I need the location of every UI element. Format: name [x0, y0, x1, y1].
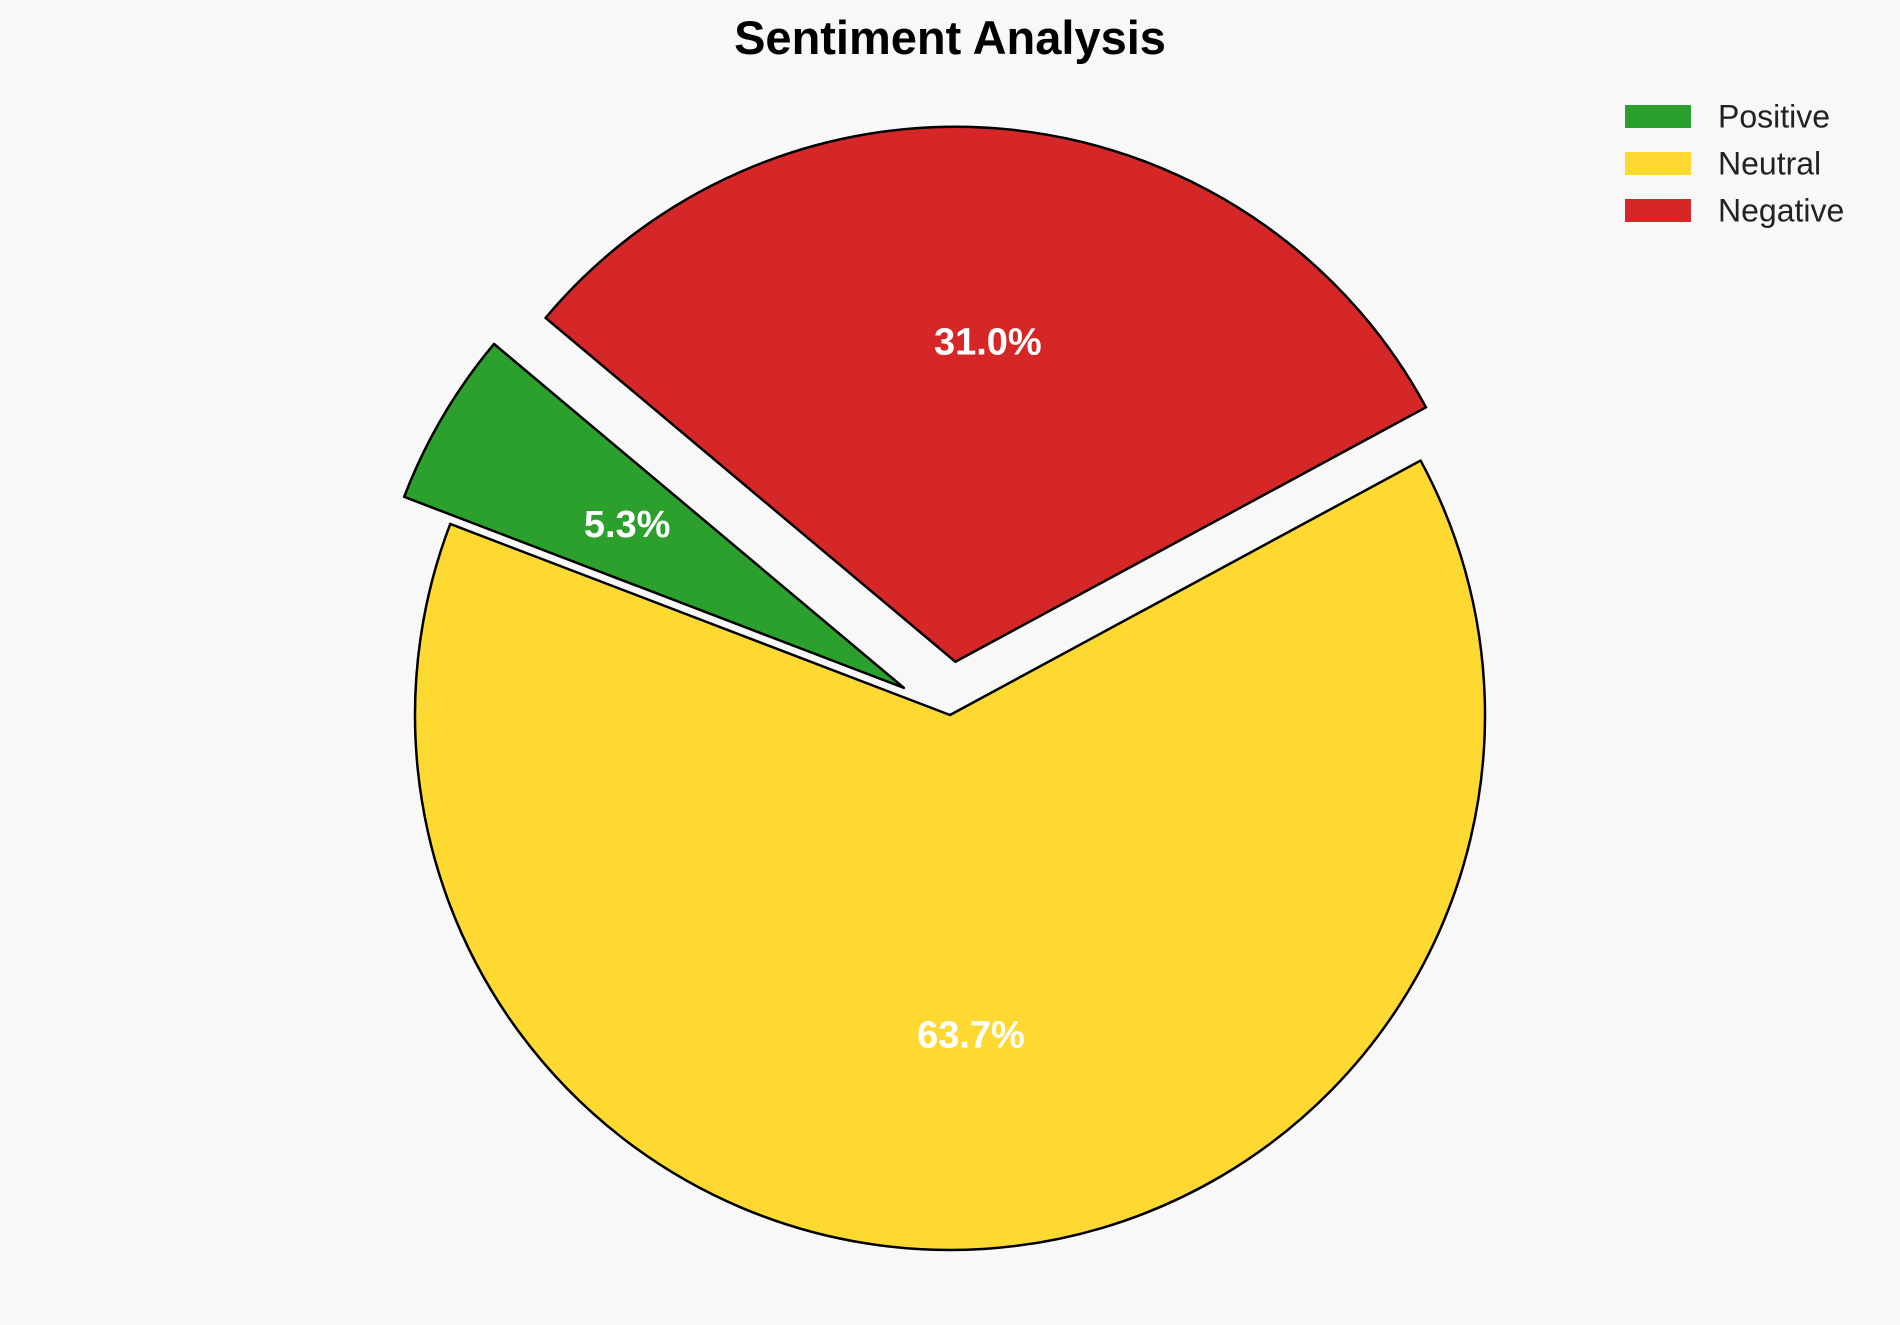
pie-slice-negative — [544, 125, 1428, 664]
legend-swatch-neutral — [1625, 152, 1691, 175]
legend-label-neutral: Neutral — [1718, 146, 1821, 182]
slice-label-negative: 31.0% — [934, 321, 1042, 363]
pie-slices — [402, 125, 1487, 1252]
legend-swatch-positive — [1625, 105, 1691, 128]
pie-slice-neutral — [413, 459, 1487, 1252]
legend-swatch-negative — [1625, 199, 1691, 222]
legend-label-negative: Negative — [1718, 193, 1844, 229]
legend: Positive Neutral Negative — [1625, 99, 1844, 229]
chart-title: Sentiment Analysis — [734, 11, 1166, 64]
legend-label-positive: Positive — [1718, 99, 1830, 135]
pie-slice-positive — [402, 342, 906, 690]
slice-label-positive: 5.3% — [584, 504, 671, 546]
pie-labels: 5.3% 63.7% 31.0% — [584, 321, 1042, 1056]
slice-label-neutral: 63.7% — [917, 1014, 1025, 1056]
